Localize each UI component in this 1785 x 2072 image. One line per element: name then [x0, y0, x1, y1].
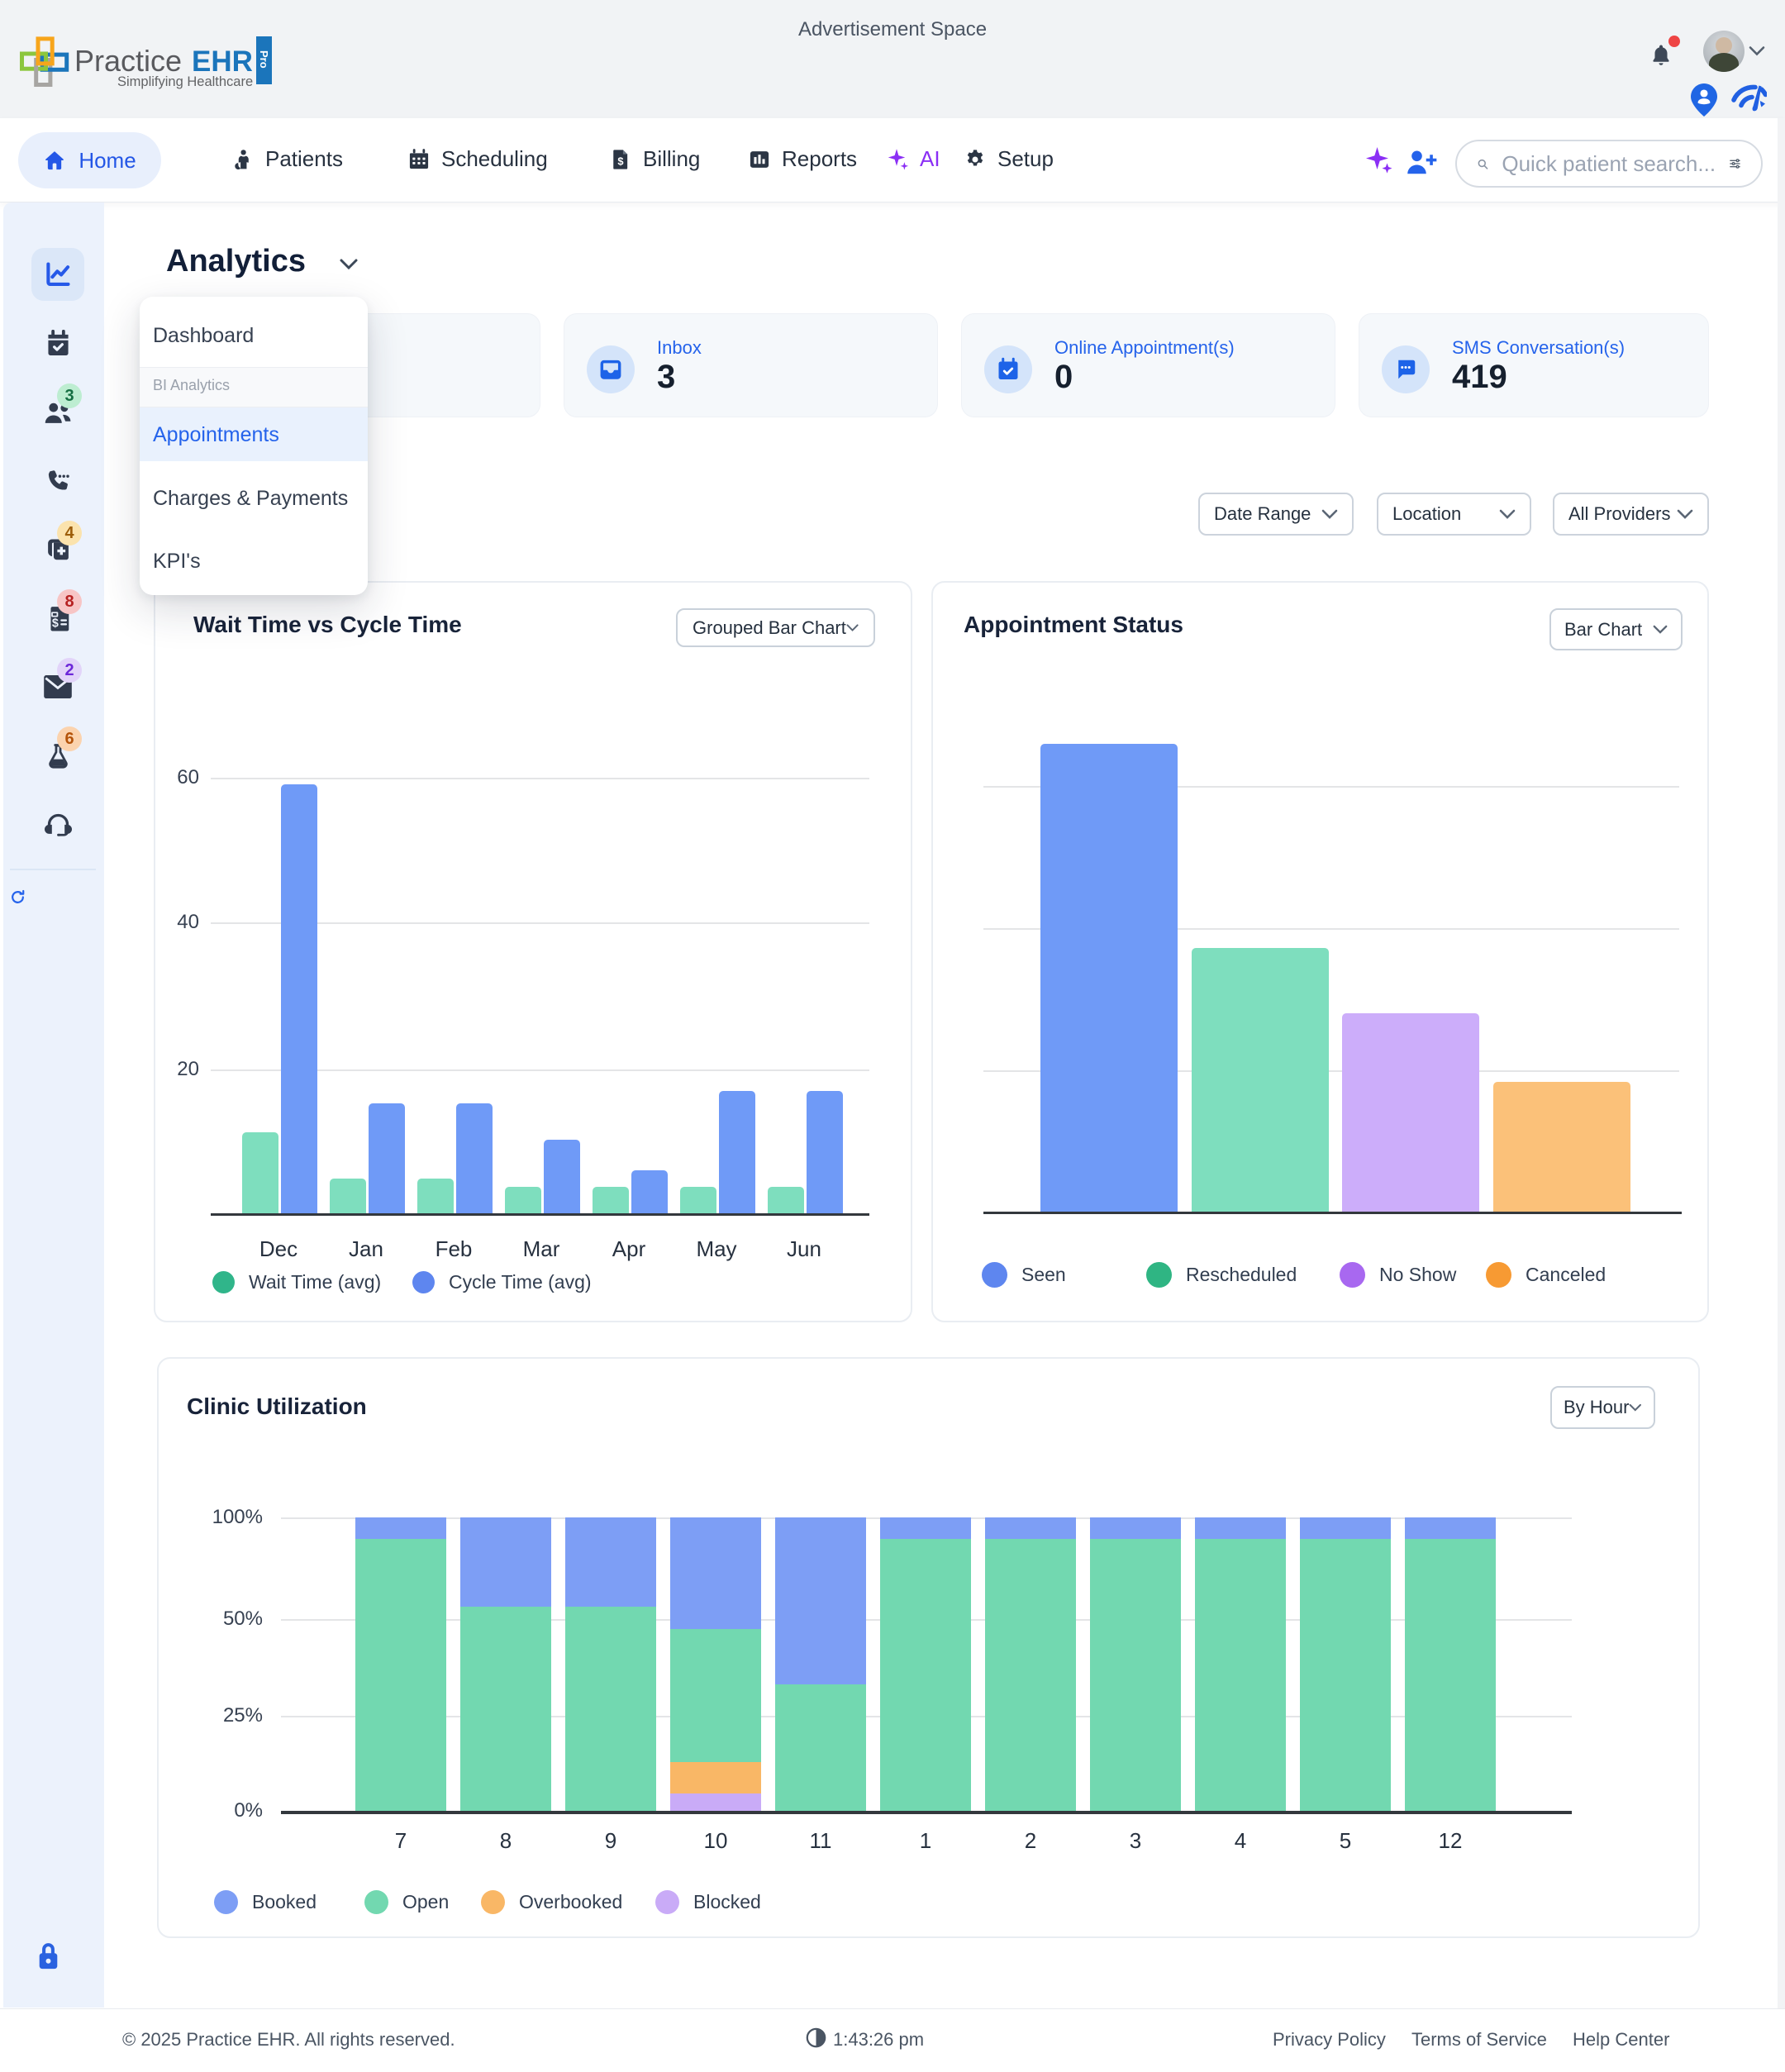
svg-text:Practice: Practice [74, 44, 182, 78]
svg-text:$: $ [52, 617, 59, 631]
svg-text:Simplifying Healthcare: Simplifying Healthcare [117, 74, 253, 89]
svg-text:Pro: Pro [258, 50, 270, 69]
svg-text:EHR: EHR [192, 45, 253, 78]
svg-text:$: $ [617, 155, 623, 167]
